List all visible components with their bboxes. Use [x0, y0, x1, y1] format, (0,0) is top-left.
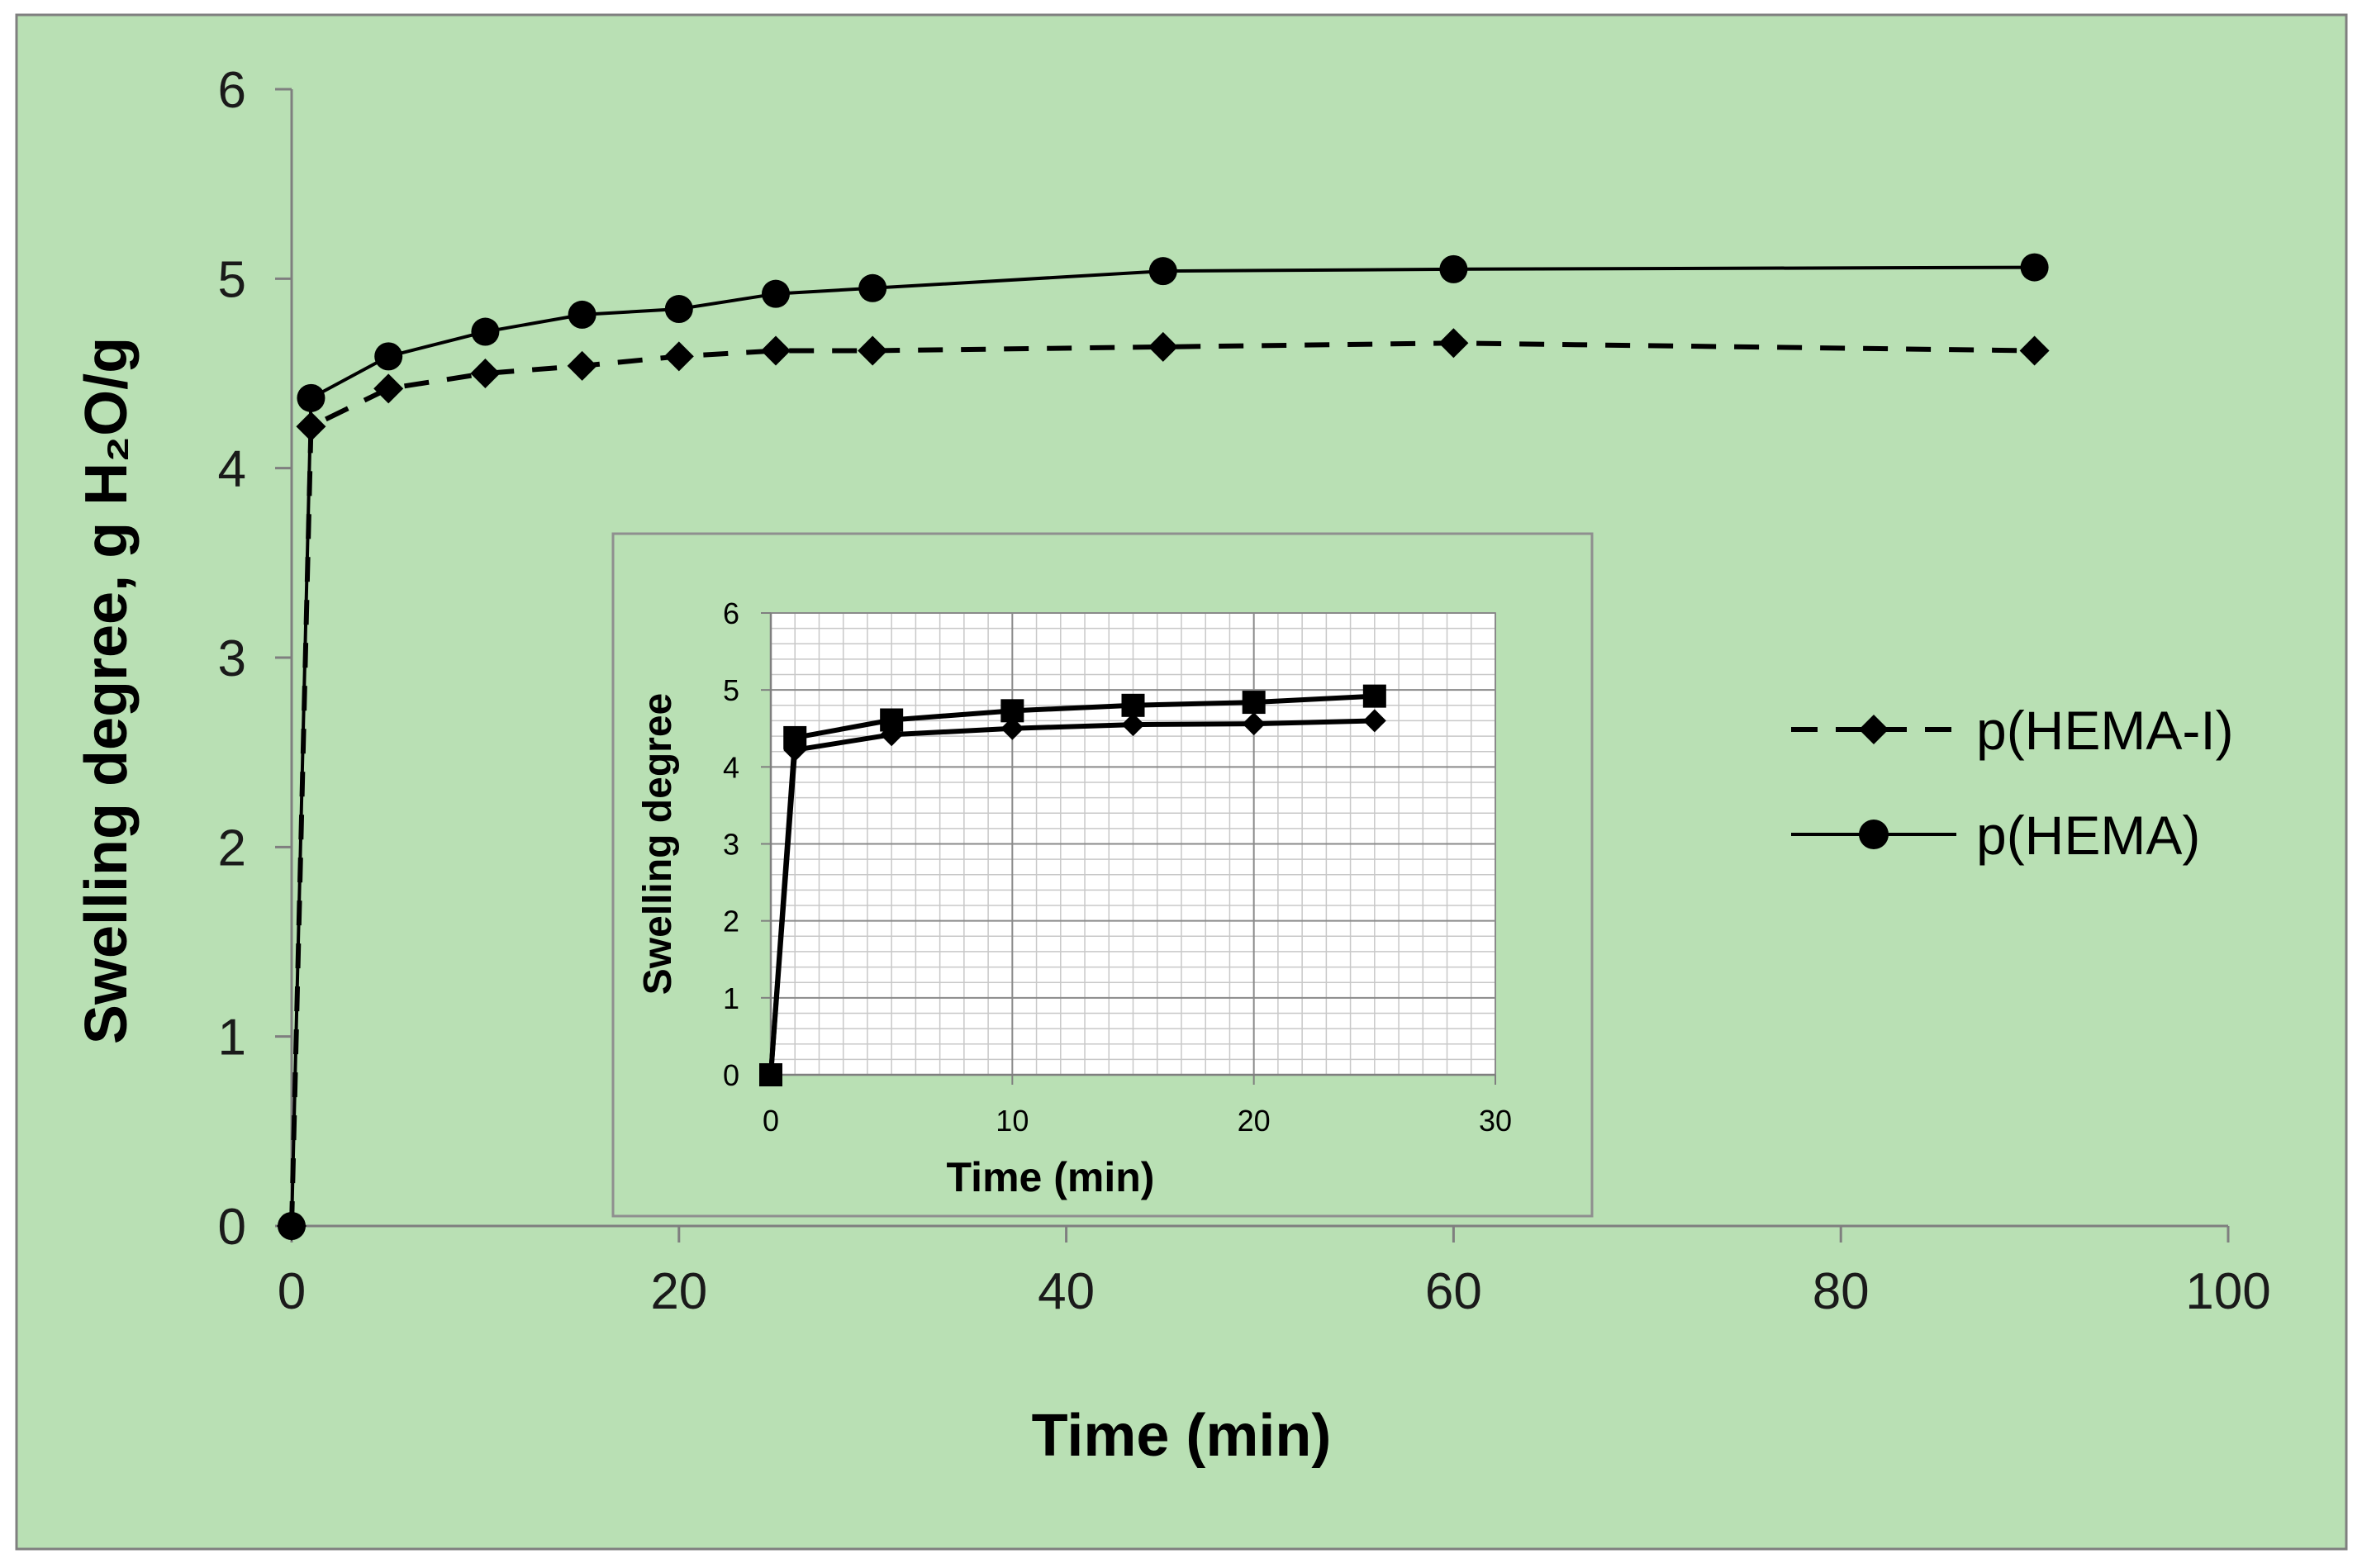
inset-series-hema-point — [1000, 699, 1024, 723]
y-tick-label: 0 — [218, 1199, 246, 1256]
series-hema-i-point — [761, 335, 791, 366]
inset-series-hema-point — [1242, 691, 1266, 715]
y-tick-label: 1 — [218, 1010, 246, 1067]
inset-series-hema-i-point — [1362, 709, 1386, 733]
inset-y-tick-label: 3 — [723, 828, 739, 862]
inset-x-tick-label: 30 — [1479, 1104, 1512, 1138]
x-tick-label: 40 — [1038, 1263, 1095, 1320]
x-tick-label: 0 — [278, 1263, 306, 1320]
y-axis-title: Swelling degree, g H₂O/g — [74, 337, 140, 1044]
y-tick-label: 5 — [218, 251, 246, 308]
series-hema-i-point — [663, 341, 694, 372]
legend-hema-i-marker — [1859, 715, 1889, 744]
y-tick-label: 3 — [218, 630, 246, 687]
y-tick-label: 4 — [218, 441, 246, 498]
inset-series-hema-point — [783, 725, 807, 749]
inset-x-tick-label: 10 — [996, 1104, 1029, 1138]
series-hema-i-point — [470, 359, 501, 388]
series-hema-point — [278, 1212, 306, 1240]
series-hema-i-point — [2019, 335, 2050, 366]
inset-y-tick-label: 5 — [723, 673, 739, 707]
series-hema-point — [2020, 253, 2049, 282]
inset-x-axis-title: Time (min) — [947, 1154, 1155, 1200]
series-hema-i-point — [1148, 331, 1178, 362]
inset-y-tick-label: 6 — [723, 596, 739, 630]
series-hema-point — [1148, 257, 1177, 286]
inset-y-tick-label: 0 — [723, 1058, 739, 1092]
series-hema-point — [858, 273, 887, 302]
series-hema-point — [762, 279, 790, 308]
y-tick-label: 6 — [218, 62, 246, 119]
x-tick-label: 100 — [2185, 1263, 2270, 1320]
inset-series-hema-i-point — [1000, 716, 1024, 740]
inset-y-axis-title: Swelling degree — [636, 693, 680, 995]
inset-series-hema-point — [759, 1063, 782, 1086]
series-hema-i-point — [1438, 328, 1469, 359]
series-hema-point — [374, 342, 403, 371]
inset-y-tick-label: 2 — [723, 905, 739, 938]
series-hema-point — [568, 300, 596, 329]
legend-hema-marker — [1859, 820, 1889, 849]
series-hema-i-point — [567, 350, 597, 381]
series-hema-i-point — [373, 373, 404, 404]
inset-series-hema-point — [1121, 693, 1145, 717]
series-hema-point — [1439, 254, 1468, 283]
inset-series-hema-i-point — [1242, 712, 1266, 736]
x-tick-label: 80 — [1813, 1263, 1870, 1320]
inset-series-hema-point — [880, 708, 904, 732]
inset-x-tick-label: 0 — [763, 1104, 779, 1138]
series-hema-point — [664, 295, 693, 324]
y-tick-label: 2 — [218, 820, 246, 877]
series-hema-point — [471, 317, 500, 346]
series-hema-i-point — [858, 335, 888, 366]
inset-series-hema-i-point — [1121, 713, 1145, 737]
series-hema-point — [297, 383, 326, 412]
x-axis-title: Time (min) — [1032, 1403, 1332, 1469]
x-tick-label: 20 — [650, 1263, 707, 1320]
legend-hema-label: p(HEMA) — [1976, 805, 2200, 866]
inset-series-hema-point — [1362, 684, 1386, 708]
inset-y-tick-label: 4 — [723, 750, 739, 784]
x-tick-label: 60 — [1425, 1263, 1482, 1320]
inset-x-tick-label: 20 — [1238, 1104, 1271, 1138]
legend-hema-i-label: p(HEMA-I) — [1976, 700, 2234, 761]
inset-y-tick-label: 1 — [723, 981, 739, 1015]
